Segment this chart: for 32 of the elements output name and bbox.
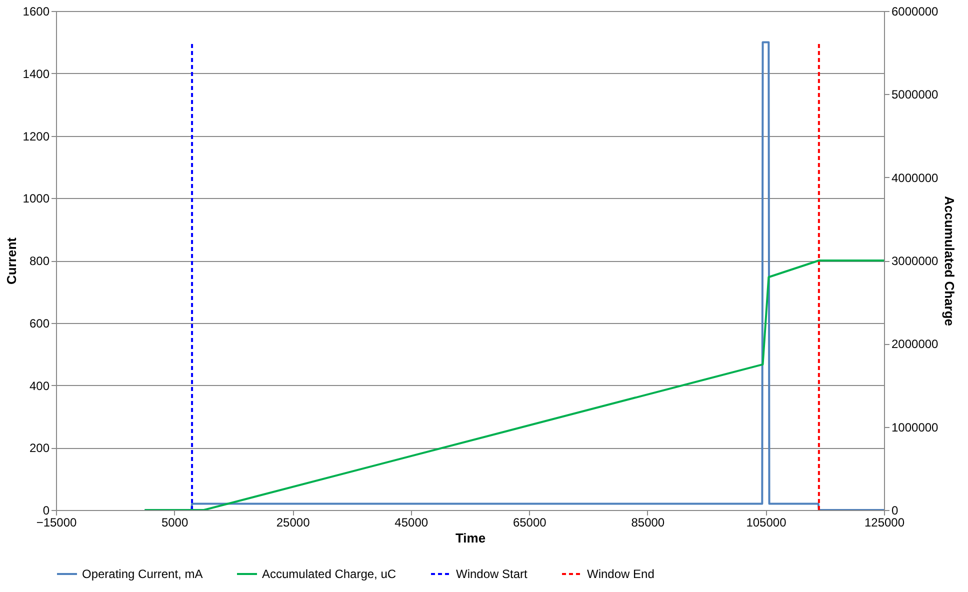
y2-tick-label: 3000000 xyxy=(892,254,939,268)
x-tick-label: −15000 xyxy=(36,516,78,530)
y-tick-label: 800 xyxy=(29,254,50,268)
y-axis-title: Current xyxy=(4,236,19,284)
y-tick-label: 0 xyxy=(42,504,50,518)
x-tick-label: 45000 xyxy=(394,516,428,530)
y-tick-label: 1400 xyxy=(22,66,50,81)
x-axis-title: Time xyxy=(455,530,486,546)
y-tick-label: 1000 xyxy=(22,192,50,206)
x-tick-label: 25000 xyxy=(276,516,310,530)
y2-axis-title: Accumulated Charge xyxy=(942,196,958,326)
x-tick-label: 65000 xyxy=(512,516,547,530)
x-tick-label: 5000 xyxy=(161,516,188,530)
x-tick-label: 125000 xyxy=(864,516,905,530)
y2-tick-label: 0 xyxy=(892,504,898,518)
y2-tick-label: 6000000 xyxy=(892,4,939,18)
y2-tick-label: 1000000 xyxy=(892,420,939,434)
x-tick-label: 85000 xyxy=(631,516,665,530)
x-tick-label: 105000 xyxy=(746,516,787,530)
y-tick-label: 400 xyxy=(29,378,50,393)
y2-tick-label: 4000000 xyxy=(892,170,939,185)
y2-tick-label: 5000000 xyxy=(892,88,939,102)
y-tick-label: 600 xyxy=(29,316,50,330)
legend-label: Operating Current, mA xyxy=(82,567,203,581)
legend-label: Accumulated Charge, uC xyxy=(262,567,396,581)
line-series xyxy=(144,260,884,510)
y-tick-label: 200 xyxy=(29,441,50,456)
y-tick-label: 1200 xyxy=(22,129,50,144)
y-tick-label: 1600 xyxy=(22,4,50,18)
y2-tick-label: 2000000 xyxy=(892,337,939,352)
legend-label: Window Start xyxy=(456,567,528,581)
legend-label: Window End xyxy=(587,567,654,581)
